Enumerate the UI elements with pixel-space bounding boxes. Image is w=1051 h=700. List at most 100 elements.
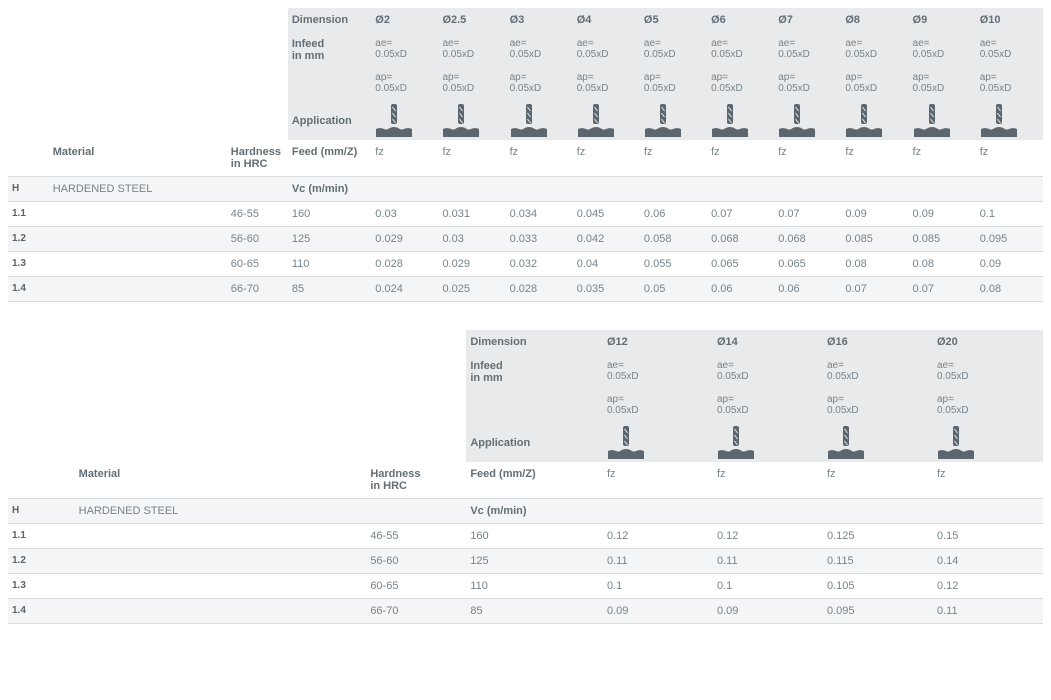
ae-3: ae=0.05xD xyxy=(933,354,1043,388)
header-hardness: Hardnessin HRC xyxy=(366,462,466,499)
fz-2-0: 0.028 xyxy=(371,252,438,277)
dim-col-7: Ø8 xyxy=(841,8,908,32)
ae-2: ae=0.05xD xyxy=(506,32,573,66)
ap-2: ap=0.05xD xyxy=(506,66,573,100)
data-row-0: 1.1 46-55 1600.120.120.1250.15 xyxy=(8,524,1043,549)
fz-2-7: 0.08 xyxy=(841,252,908,277)
header-material: Material xyxy=(75,462,367,499)
end-mill-icon xyxy=(913,104,951,138)
app-icon-3 xyxy=(573,100,640,140)
row-hrc: 60-65 xyxy=(227,252,288,277)
fz-0-4: 0.06 xyxy=(640,202,707,227)
dim-col-0: Ø12 xyxy=(603,330,713,354)
ae-1: ae=0.05xD xyxy=(438,32,505,66)
fz-label-1: fz xyxy=(438,140,505,177)
ae-0: ae=0.05xD xyxy=(603,354,713,388)
row-vc: 85 xyxy=(466,599,603,624)
ap-8: ap=0.05xD xyxy=(909,66,976,100)
mat-name: HARDENED STEEL xyxy=(75,499,367,524)
ae-4: ae=0.05xD xyxy=(640,32,707,66)
fz-label-1: fz xyxy=(713,462,823,499)
dim-col-2: Ø3 xyxy=(506,8,573,32)
fz-label-8: fz xyxy=(909,140,976,177)
fz-0-2: 0.034 xyxy=(506,202,573,227)
header-infeed: Infeed in mm xyxy=(466,354,603,422)
app-icon-4 xyxy=(640,100,707,140)
fz-1-0: 0.11 xyxy=(603,549,713,574)
ap-2: ap=0.05xD xyxy=(823,388,933,422)
ae-8: ae=0.05xD xyxy=(909,32,976,66)
header-feed: Feed (mm/Z) xyxy=(288,140,371,177)
fz-3-5: 0.06 xyxy=(707,277,774,302)
ap-1: ap=0.05xD xyxy=(713,388,823,422)
app-icon-0 xyxy=(371,100,438,140)
fz-label-9: fz xyxy=(976,140,1043,177)
end-mill-icon xyxy=(607,426,645,460)
header-feed: Feed (mm/Z) xyxy=(466,462,603,499)
end-mill-icon xyxy=(980,104,1018,138)
row-idx: 1.3 xyxy=(8,574,75,599)
fz-1-3: 0.042 xyxy=(573,227,640,252)
app-icon-0 xyxy=(603,422,713,462)
ap-0: ap=0.05xD xyxy=(371,66,438,100)
app-icon-1 xyxy=(713,422,823,462)
cutting-data-table: DimensionØ2Ø2.5Ø3Ø4Ø5Ø6Ø7Ø8Ø9Ø10 Infeed … xyxy=(8,8,1043,302)
fz-1-1: 0.11 xyxy=(713,549,823,574)
dim-col-9: Ø10 xyxy=(976,8,1043,32)
fz-1-4: 0.058 xyxy=(640,227,707,252)
row-vc: 85 xyxy=(288,277,371,302)
dim-col-1: Ø14 xyxy=(713,330,823,354)
fz-0-5: 0.07 xyxy=(707,202,774,227)
ae-6: ae=0.05xD xyxy=(774,32,841,66)
end-mill-icon xyxy=(827,426,865,460)
header-vc: Vc (m/min) xyxy=(288,177,371,202)
data-row-3: 1.4 66-70 850.0240.0250.0280.0350.050.06… xyxy=(8,277,1043,302)
fz-label-0: fz xyxy=(603,462,713,499)
fz-0-3: 0.15 xyxy=(933,524,1043,549)
fz-label-3: fz xyxy=(933,462,1043,499)
app-icon-3 xyxy=(933,422,1043,462)
fz-0-2: 0.125 xyxy=(823,524,933,549)
fz-label-6: fz xyxy=(774,140,841,177)
fz-label-5: fz xyxy=(707,140,774,177)
fz-1-8: 0.085 xyxy=(909,227,976,252)
fz-1-7: 0.085 xyxy=(841,227,908,252)
ap-4: ap=0.05xD xyxy=(640,66,707,100)
fz-0-0: 0.03 xyxy=(371,202,438,227)
row-vc: 110 xyxy=(288,252,371,277)
mat-code: H xyxy=(8,499,75,524)
dim-col-2: Ø16 xyxy=(823,330,933,354)
fz-2-8: 0.08 xyxy=(909,252,976,277)
ap-3: ap=0.05xD xyxy=(933,388,1043,422)
ap-0: ap=0.05xD xyxy=(603,388,713,422)
fz-3-3: 0.035 xyxy=(573,277,640,302)
fz-label-3: fz xyxy=(573,140,640,177)
cutting-data-table: DimensionØ12Ø14Ø16Ø20 Infeed in mmae=0.0… xyxy=(8,330,1043,624)
header-infeed: Infeed in mm xyxy=(288,32,371,100)
header-vc: Vc (m/min) xyxy=(466,499,603,524)
end-mill-icon xyxy=(510,104,548,138)
fz-3-7: 0.07 xyxy=(841,277,908,302)
row-idx: 1.1 xyxy=(8,524,75,549)
fz-3-0: 0.09 xyxy=(603,599,713,624)
fz-1-1: 0.03 xyxy=(438,227,505,252)
end-mill-icon xyxy=(577,104,615,138)
dim-col-0: Ø2 xyxy=(371,8,438,32)
fz-label-7: fz xyxy=(841,140,908,177)
ap-9: ap=0.05xD xyxy=(976,66,1043,100)
fz-1-3: 0.14 xyxy=(933,549,1043,574)
fz-0-0: 0.12 xyxy=(603,524,713,549)
header-material: Material xyxy=(49,140,227,177)
app-icon-6 xyxy=(774,100,841,140)
app-icon-8 xyxy=(909,100,976,140)
row-idx: 1.4 xyxy=(8,599,75,624)
data-row-1: 1.2 56-60 1250.0290.030.0330.0420.0580.0… xyxy=(8,227,1043,252)
fz-0-1: 0.031 xyxy=(438,202,505,227)
ap-1: ap=0.05xD xyxy=(438,66,505,100)
ap-6: ap=0.05xD xyxy=(774,66,841,100)
fz-0-8: 0.09 xyxy=(909,202,976,227)
fz-2-2: 0.105 xyxy=(823,574,933,599)
fz-2-9: 0.09 xyxy=(976,252,1043,277)
ae-9: ae=0.05xD xyxy=(976,32,1043,66)
ae-5: ae=0.05xD xyxy=(707,32,774,66)
